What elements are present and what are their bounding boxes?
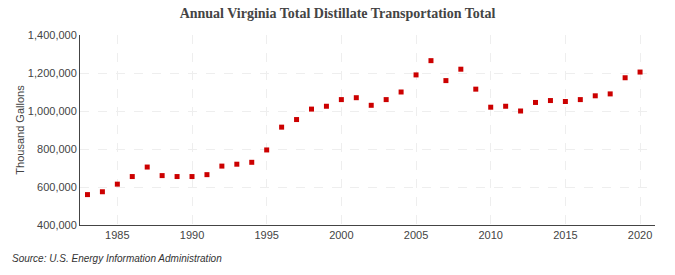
svg-text:1,200,000: 1,200,000: [28, 67, 77, 79]
svg-text:1995: 1995: [254, 229, 278, 241]
svg-text:2015: 2015: [553, 229, 577, 241]
svg-text:Thousand Gallons: Thousand Gallons: [14, 85, 26, 175]
svg-text:2010: 2010: [478, 229, 502, 241]
svg-text:400,000: 400,000: [37, 219, 77, 231]
svg-text:2000: 2000: [329, 229, 353, 241]
svg-text:800,000: 800,000: [37, 143, 77, 155]
svg-text:1985: 1985: [105, 229, 129, 241]
svg-text:1990: 1990: [180, 229, 204, 241]
svg-text:2020: 2020: [628, 229, 652, 241]
svg-text:2005: 2005: [404, 229, 428, 241]
svg-text:1,000,000: 1,000,000: [28, 105, 77, 117]
svg-text:Source: U.S. Energy Informatio: Source: U.S. Energy Information Administ…: [12, 253, 222, 264]
svg-text:1,400,000: 1,400,000: [28, 29, 77, 41]
svg-text:600,000: 600,000: [37, 181, 77, 193]
svg-text:Annual Virginia Total Distilla: Annual Virginia Total Distillate Transpo…: [180, 6, 496, 21]
